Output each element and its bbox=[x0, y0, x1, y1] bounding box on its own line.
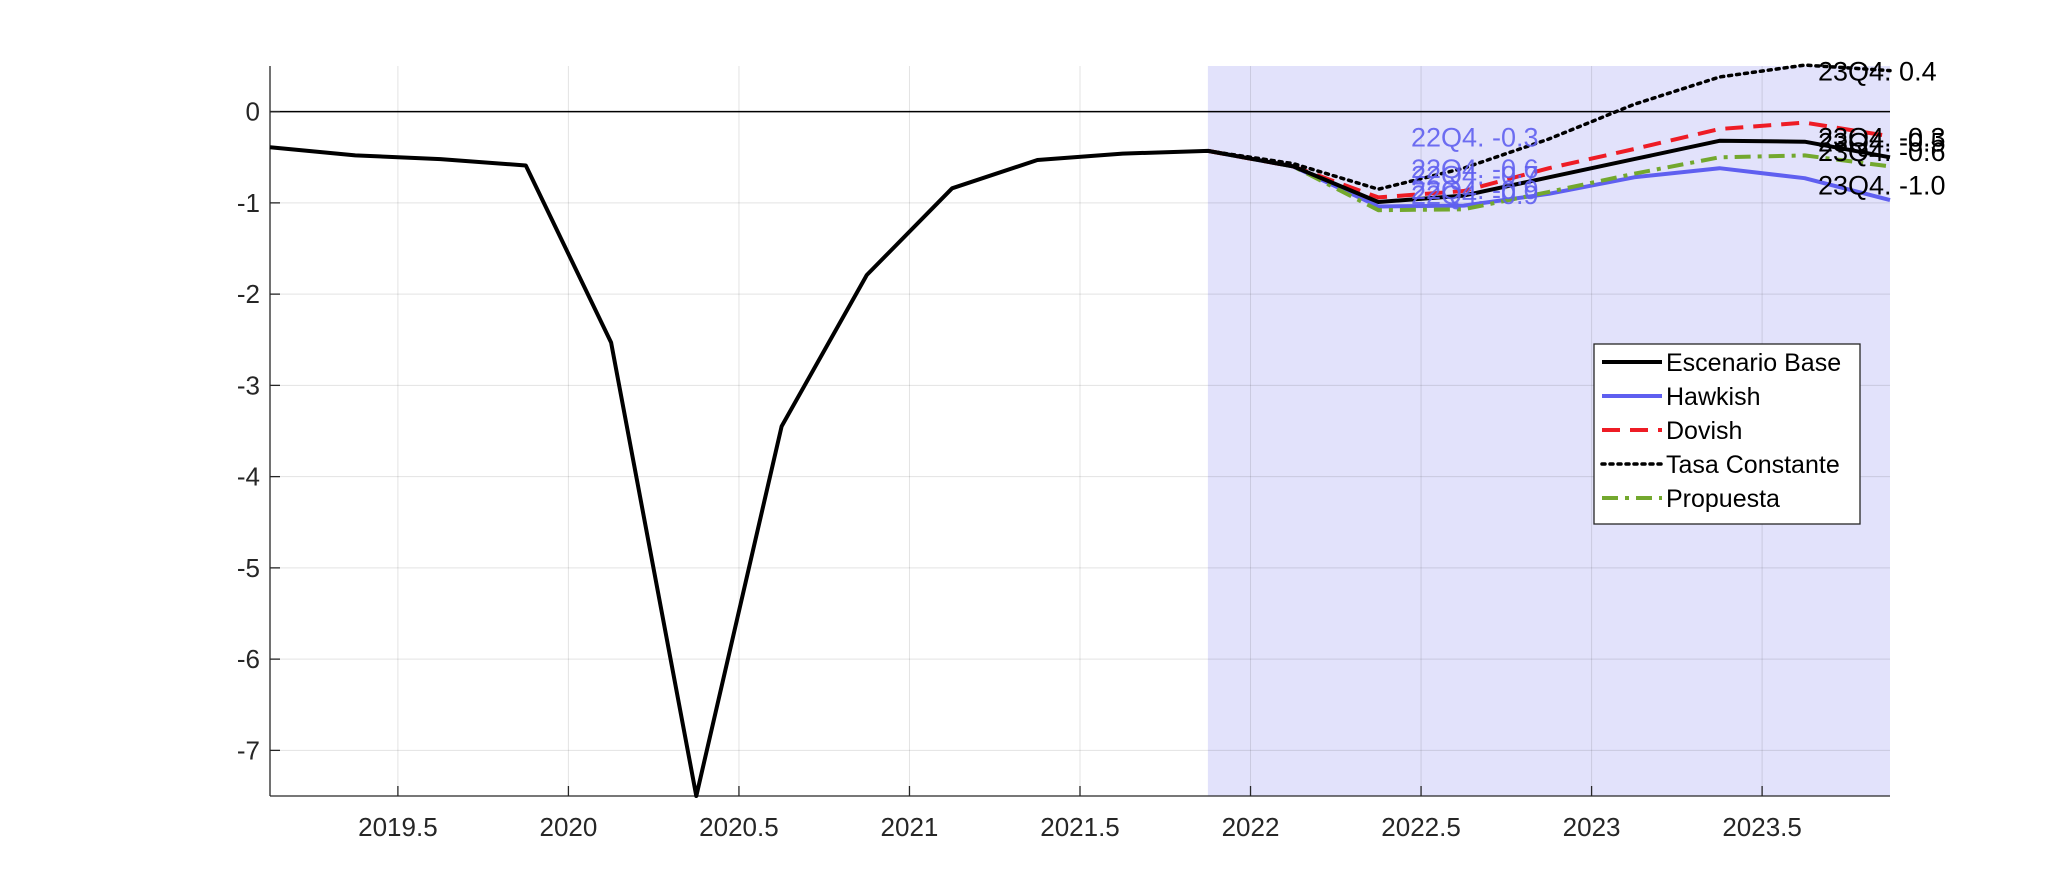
x-tick-label: 2022.5 bbox=[1381, 812, 1461, 842]
data-annotation: 23Q4. -0.3 bbox=[1818, 122, 1946, 152]
y-tick-label: -7 bbox=[237, 735, 260, 765]
legend-box bbox=[1593, 343, 1861, 525]
legend-label: Propuesta bbox=[1666, 485, 1780, 513]
axes bbox=[269, 66, 1890, 797]
data-annotation: 22Q4. -0.3 bbox=[1411, 122, 1539, 152]
legend-label: Tasa Constante bbox=[1666, 451, 1840, 479]
y-tick-label: -4 bbox=[237, 462, 260, 492]
x-tick-label: 2023.5 bbox=[1722, 812, 1802, 842]
data-annotation: 23Q4. -0.6 bbox=[1818, 137, 1946, 167]
legend-label: Dovish bbox=[1666, 417, 1742, 445]
y-tick-label: -3 bbox=[237, 370, 260, 400]
series-line-propuesta bbox=[1207, 148, 1891, 213]
grid-lines bbox=[270, 66, 1890, 796]
data-annotation: 23Q4. 0.4 bbox=[1818, 57, 1937, 87]
series-lines bbox=[269, 63, 1892, 798]
series-line-escenario-base bbox=[269, 138, 1891, 798]
data-annotation: 23Q4. -1.0 bbox=[1818, 171, 1946, 201]
y-tick-label: -5 bbox=[237, 553, 260, 583]
data-annotation: 22Q4. -0.6 bbox=[1411, 154, 1539, 184]
y-axis-tick-labels: 0 -1 -2 -3 -4 -5 -6 -7 bbox=[237, 97, 260, 766]
y-tick-label: -6 bbox=[237, 644, 260, 674]
x-tick-label: 2022 bbox=[1222, 812, 1280, 842]
data-annotation: 22Q4. -0.9 bbox=[1411, 175, 1539, 205]
legend-label: Escenario Base bbox=[1666, 349, 1841, 377]
x-tick-label: 2020.5 bbox=[699, 812, 779, 842]
legend-label: Hawkish bbox=[1666, 383, 1760, 411]
x-tick-label: 2019.5 bbox=[358, 812, 438, 842]
x-tick-label: 2023 bbox=[1563, 812, 1621, 842]
series-line-tasa-constante bbox=[1206, 63, 1892, 191]
data-annotation: 23Q4. -0.5 bbox=[1818, 128, 1946, 158]
x-tick-label: 2020 bbox=[539, 812, 597, 842]
data-annotation: 22Q4. -0.7 bbox=[1411, 161, 1539, 191]
x-tick-label: 2021.5 bbox=[1040, 812, 1120, 842]
x-tick-label: 2021 bbox=[881, 812, 939, 842]
legend: Escenario Base Hawkish Dovish Tasa Constant… bbox=[1593, 343, 1861, 525]
x-axis-tick-labels: 2019.5 2020 2020.5 2021 2021.5 2022 2022.5 2023… bbox=[358, 812, 1802, 842]
y-tick-label: 0 bbox=[246, 97, 260, 127]
y-tick-label: -1 bbox=[237, 188, 260, 218]
data-annotation: 22Q4. -0.9 bbox=[1411, 180, 1539, 210]
y-tick-label: -2 bbox=[237, 279, 260, 309]
